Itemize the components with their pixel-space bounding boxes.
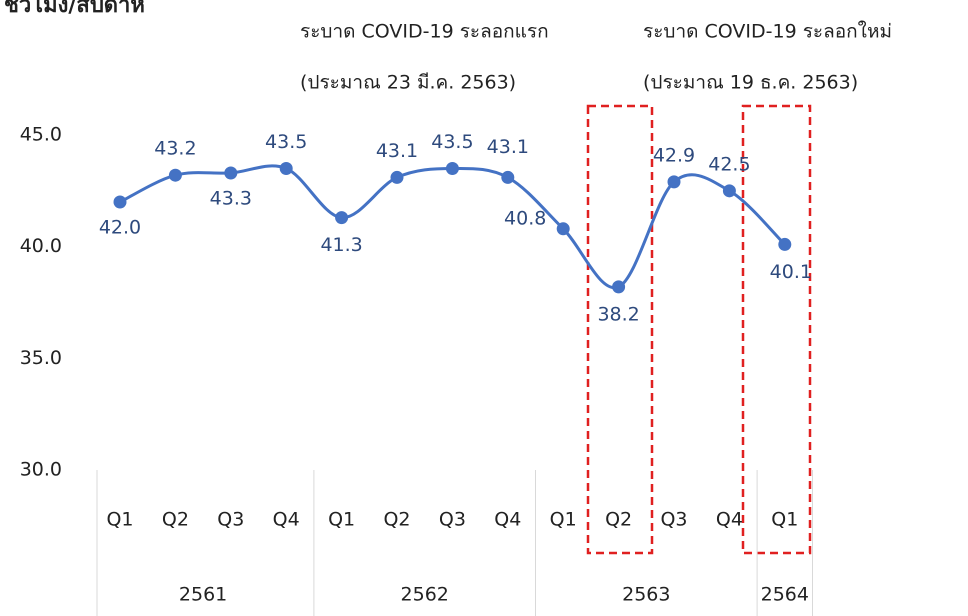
marker bbox=[279, 162, 293, 175]
x-tick-label: Q3 bbox=[217, 509, 244, 531]
y-tick-label: 40.0 bbox=[20, 235, 62, 257]
marker bbox=[390, 170, 404, 184]
x-tick-label: Q4 bbox=[273, 509, 300, 531]
x-tick-label: Q1 bbox=[771, 509, 798, 531]
marker bbox=[667, 175, 681, 189]
highlight-box bbox=[741, 104, 812, 555]
marker bbox=[501, 170, 515, 184]
marker bbox=[778, 237, 792, 251]
marker bbox=[113, 195, 127, 209]
annotation: (ประมาณ 23 มี.ค. 2563) bbox=[300, 72, 516, 94]
marker bbox=[722, 184, 736, 198]
value-label: 43.5 bbox=[431, 131, 473, 153]
value-label: 38.2 bbox=[597, 303, 639, 325]
x-tick-label: Q2 bbox=[383, 509, 410, 531]
value-label: 40.1 bbox=[770, 261, 812, 283]
value-label: 43.2 bbox=[154, 138, 196, 160]
x-group-label: 2563 bbox=[622, 584, 670, 606]
x-tick-label: Q4 bbox=[716, 509, 743, 531]
chart-title: ชั่วโมง/สัปดาห์ bbox=[4, 0, 145, 18]
x-tick-label: Q2 bbox=[605, 509, 632, 531]
x-group-label: 2562 bbox=[401, 584, 449, 606]
highlight-box bbox=[586, 104, 654, 555]
x-group-label: 2561 bbox=[179, 584, 227, 606]
x-tick-label: Q1 bbox=[106, 509, 133, 531]
value-label: 40.8 bbox=[504, 207, 546, 229]
line bbox=[119, 164, 786, 290]
y-tick-label: 30.0 bbox=[20, 459, 62, 481]
y-tick-label: 45.0 bbox=[20, 124, 62, 146]
value-label: 41.3 bbox=[320, 234, 362, 256]
x-tick-label: Q4 bbox=[494, 509, 521, 531]
value-label: 43.1 bbox=[376, 140, 418, 162]
x-tick-label: Q1 bbox=[550, 509, 577, 531]
marker bbox=[335, 211, 349, 225]
value-label: 42.0 bbox=[99, 217, 141, 239]
x-tick-label: Q2 bbox=[162, 509, 189, 531]
x-tick-label: Q3 bbox=[660, 509, 687, 531]
value-label: 42.9 bbox=[653, 144, 695, 166]
marker bbox=[445, 162, 459, 175]
marker bbox=[612, 280, 626, 294]
value-label: 43.3 bbox=[210, 187, 252, 209]
value-label: 43.5 bbox=[265, 131, 307, 153]
marker bbox=[556, 222, 570, 236]
marker bbox=[224, 166, 238, 180]
marker bbox=[168, 168, 182, 182]
annotation: ระบาด COVID-19 ระลอกแรก bbox=[300, 21, 549, 43]
x-tick-label: Q1 bbox=[328, 509, 355, 531]
x-group-label: 2564 bbox=[761, 584, 809, 606]
value-label: 42.5 bbox=[708, 153, 750, 175]
annotation: (ประมาณ 19 ธ.ค. 2563) bbox=[643, 72, 858, 94]
y-tick-label: 35.0 bbox=[20, 347, 62, 369]
annotation: ระบาด COVID-19 ระลอกใหม่ bbox=[643, 21, 892, 43]
value-label: 43.1 bbox=[487, 136, 529, 158]
x-tick-label: Q3 bbox=[439, 509, 466, 531]
